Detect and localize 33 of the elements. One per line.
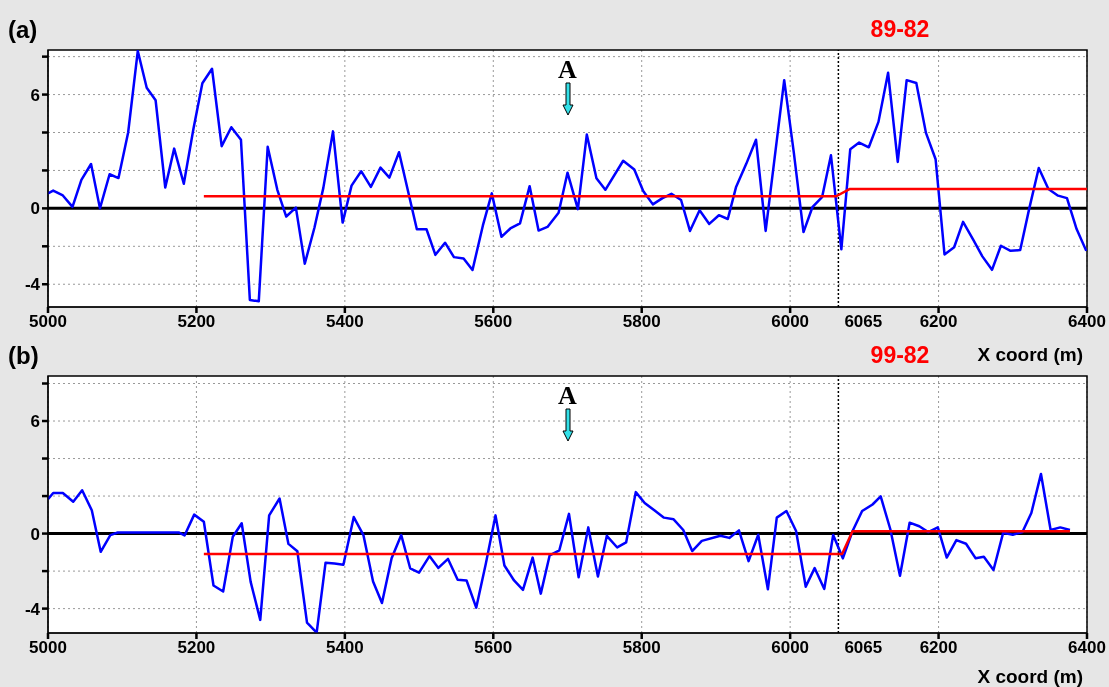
x-tick-label: 6000: [771, 312, 810, 332]
annotation: A: [558, 381, 577, 410]
chart-title: 99-82: [870, 342, 930, 369]
x-tick-label: 6400: [1068, 638, 1106, 658]
ref-line-label: 6065: [844, 638, 883, 657]
x-tick-label: 5600: [474, 638, 513, 658]
x-tick-label: 5800: [622, 312, 661, 332]
text: (a): [8, 16, 38, 44]
x-tick-label: 6200: [919, 638, 958, 658]
x-tick-label: 6200: [919, 312, 958, 332]
x-tick-label: 5800: [622, 638, 661, 658]
line-series: [48, 472, 1072, 633]
x-axis-title: X coord (m): [977, 666, 1083, 687]
x-tick-label: 5000: [29, 638, 67, 658]
x-tick-label: 5000: [29, 312, 67, 332]
y-tick-label: 0: [30, 199, 40, 219]
x-tick-label: 5400: [325, 312, 364, 332]
ref-line-label: 6065: [844, 312, 883, 331]
x-tick-label: 6400: [1068, 312, 1106, 332]
x-tick-label: 5600: [474, 312, 513, 332]
y-tick-label: 6: [30, 85, 40, 105]
annotation: A: [558, 55, 577, 84]
y-tick-label: 0: [30, 524, 40, 544]
y-tick-label: -4: [24, 275, 41, 295]
x-tick-label: 6000: [771, 638, 810, 658]
y-tick-label: -4: [24, 599, 41, 619]
x-tick-label: 5400: [325, 638, 364, 658]
x-tick-label: 5200: [177, 638, 216, 658]
text: (b): [8, 342, 39, 370]
chart-title: 89-82: [870, 16, 930, 43]
x-tick-label: 5200: [177, 312, 216, 332]
y-tick-label: 6: [30, 412, 40, 432]
x-axis-title: X coord (m): [977, 344, 1083, 365]
